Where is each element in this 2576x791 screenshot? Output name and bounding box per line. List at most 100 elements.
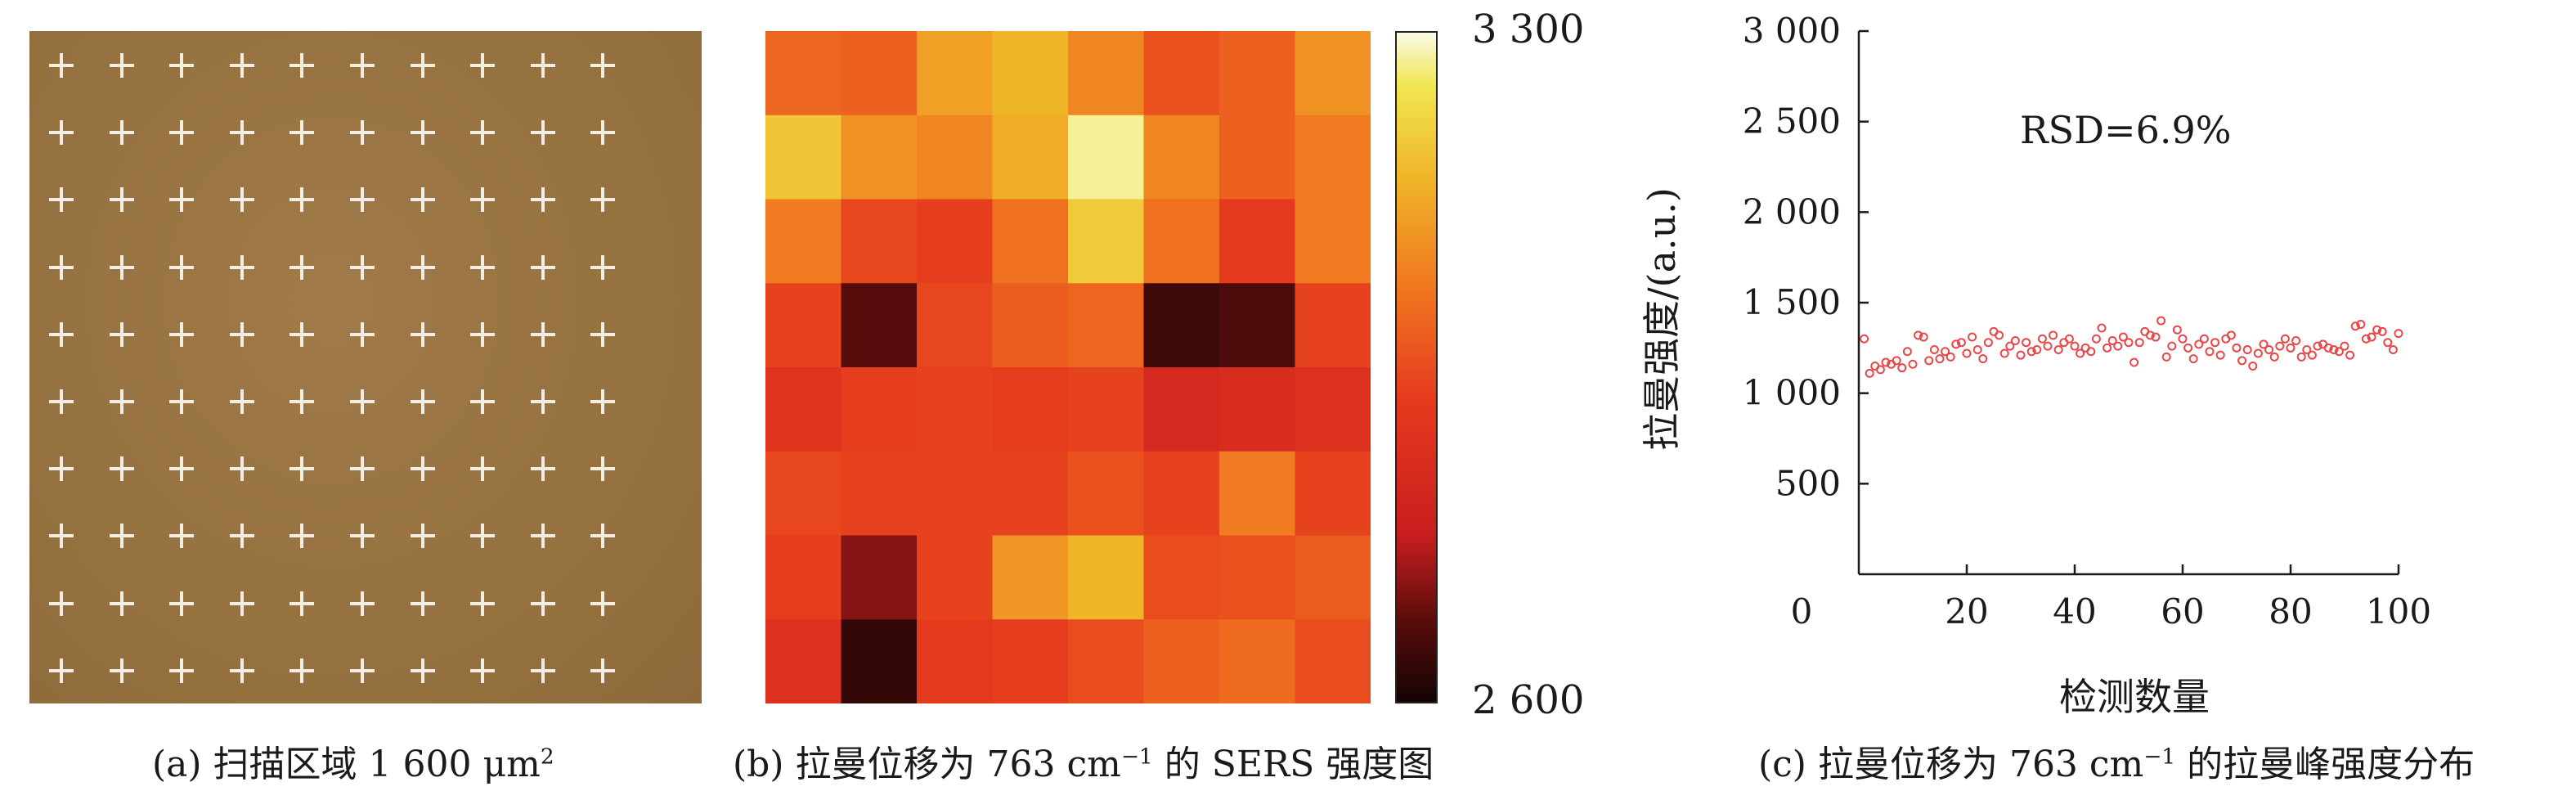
data-point: [2151, 332, 2161, 342]
scan-point-cross: [590, 254, 616, 280]
heatmap-cell: [765, 115, 841, 200]
scan-point-cross: [229, 389, 254, 415]
data-point: [2280, 334, 2290, 344]
heatmap-cell: [992, 367, 1069, 452]
heatmap-cell: [1295, 451, 1371, 536]
heatmap-cell: [992, 199, 1069, 284]
scan-point-cross: [530, 254, 555, 280]
heatmap-cell: [992, 619, 1069, 703]
scan-point-cross: [169, 321, 195, 347]
heatmap-cell: [917, 115, 993, 200]
data-point: [2383, 338, 2393, 348]
data-point: [2005, 341, 2015, 351]
data-point: [1962, 348, 1972, 358]
x-tick-label: 0: [1791, 591, 1813, 631]
heatmap-cell: [1295, 619, 1371, 703]
x-axis-label: 检测数量: [2059, 675, 2210, 719]
x-tick-label: 20: [1945, 591, 1988, 631]
scan-point-cross: [470, 254, 496, 280]
scan-point-cross: [109, 658, 134, 683]
scan-point-cross: [229, 524, 254, 549]
heatmap-cell: [1068, 31, 1144, 116]
heatmap-cell: [917, 619, 993, 703]
x-tick-label: 80: [2269, 591, 2312, 631]
heatmap-cell: [1219, 535, 1295, 620]
heatmap-cell: [917, 283, 993, 368]
caption-c-text: (c) 拉曼位移为 763 cm: [1758, 744, 2144, 785]
heatmap-cell: [992, 283, 1069, 368]
heatmap-cell: [765, 199, 841, 284]
heatmap-cell: [1068, 451, 1144, 536]
heatmap-cell: [841, 199, 918, 284]
data-point: [2242, 345, 2252, 355]
scan-point-cross: [470, 658, 496, 683]
data-point: [2188, 354, 2198, 364]
scan-point-cross: [49, 524, 74, 549]
scan-point-cross: [169, 389, 195, 415]
heatmap-cell: [841, 619, 918, 703]
scan-point-cross: [229, 321, 254, 347]
data-point: [2323, 343, 2333, 353]
scan-point-cross: [350, 389, 375, 415]
data-point: [2103, 343, 2112, 353]
data-point: [2183, 343, 2193, 353]
heatmap-cell: [1295, 31, 1371, 116]
data-point: [2302, 345, 2312, 355]
scan-point-cross: [169, 120, 195, 146]
data-point: [2334, 347, 2344, 357]
data-point: [2226, 330, 2236, 340]
scan-point-cross: [410, 254, 435, 280]
data-point: [2097, 323, 2107, 333]
data-point: [2199, 334, 2209, 344]
scan-point-cross: [410, 120, 435, 146]
caption-a: (a) 扫描区域 1 600 μm2: [152, 735, 554, 787]
y-tick-label: 3 000: [1743, 11, 1841, 51]
data-point: [2194, 339, 2204, 349]
heatmap-cell: [917, 367, 993, 452]
scan-point-cross: [49, 456, 74, 482]
heatmap-cell: [841, 31, 918, 116]
scan-point-cross: [49, 53, 74, 78]
data-point: [1941, 347, 1950, 357]
data-point: [2145, 330, 2155, 340]
data-point: [1914, 330, 1923, 340]
chart-axes: 500 1 000 1 500 2 000 2 500 3 000 0 20 40 60 80 100: [1743, 11, 2431, 631]
scan-point-cross: [350, 187, 375, 213]
data-point: [2264, 345, 2274, 355]
heatmap-cell: [1219, 367, 1295, 452]
heatmap-cell: [841, 283, 918, 368]
y-tick-label: 1 000: [1743, 373, 1841, 413]
scan-point-cross: [169, 524, 195, 549]
data-point: [1956, 338, 1966, 348]
scan-point-cross: [590, 658, 616, 683]
heatmap-cell: [841, 451, 918, 536]
y-tick-label: 2 500: [1743, 101, 1841, 142]
rsd-annotation: RSD=6.9%: [2020, 108, 2231, 152]
scan-point-cross: [109, 187, 134, 213]
caption-b: (b) 拉曼位移为 763 cm−1 的 SERS 强度图: [733, 735, 1434, 787]
scan-point-cross: [590, 321, 616, 347]
data-point: [2307, 350, 2317, 360]
scan-point-cross: [350, 321, 375, 347]
y-tick-label: 500: [1775, 463, 1841, 503]
data-point: [2032, 345, 2042, 355]
data-point: [2086, 347, 2096, 357]
heatmap-cell: [1219, 619, 1295, 703]
heatmap-cell: [1068, 199, 1144, 284]
heatmap-cell: [841, 367, 918, 452]
data-point: [2340, 341, 2349, 351]
scan-point-cross: [350, 524, 375, 549]
scan-point-cross: [470, 591, 496, 616]
data-point: [1972, 345, 1982, 355]
data-point: [2394, 329, 2403, 339]
scan-point-cross: [109, 456, 134, 482]
heatmap-cell: [992, 115, 1069, 200]
scan-point-cross: [49, 120, 74, 146]
scan-point-cross: [590, 187, 616, 213]
heatmap-cell: [917, 535, 993, 620]
scan-point-cross: [49, 321, 74, 347]
data-point: [1924, 356, 1934, 366]
scan-point-cross: [470, 321, 496, 347]
scan-point-cross: [289, 120, 315, 146]
scan-point-cross: [530, 389, 555, 415]
